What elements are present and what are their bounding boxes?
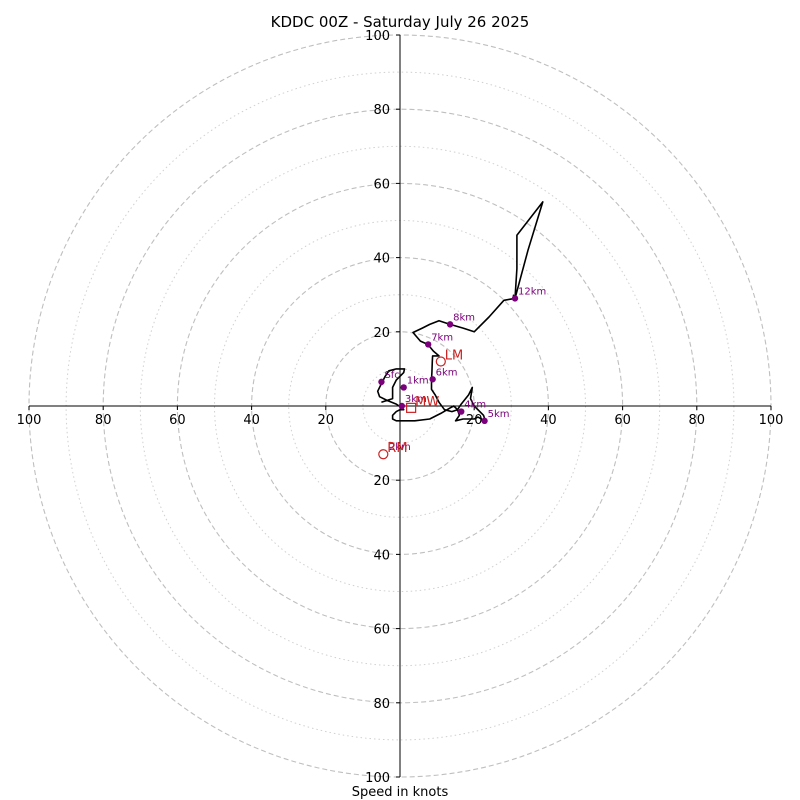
x-tick-label: 100 (759, 413, 784, 428)
height-point-5km (481, 417, 488, 425)
height-point-7km (424, 341, 432, 348)
height-point-3km (398, 402, 406, 410)
height-label-5km: 5km (488, 409, 510, 420)
height-label-1km: 1km (407, 375, 429, 386)
x-tick-label: 20 (466, 413, 483, 428)
y-tick-label: 80 (373, 103, 390, 118)
y-tick-label: 100 (365, 29, 390, 44)
x-axis-label: Speed in knots (352, 785, 449, 800)
storm-motion-markers: LM MW RM (378, 348, 463, 460)
y-tick-label: 60 (373, 623, 390, 638)
y-tick-label: 100 (365, 771, 390, 786)
chart-title: KDDC 00Z - Saturday July 26 2025 (271, 13, 530, 31)
y-tick-label: 40 (373, 548, 390, 563)
height-point-Sfc (378, 378, 385, 386)
height-label-2km: 2km (389, 442, 411, 453)
y-tick-label: 20 (373, 474, 390, 489)
y-tick-label: 80 (373, 697, 390, 712)
marker-LM (435, 356, 446, 367)
x-tick-label: 60 (169, 413, 186, 428)
height-label-4km: 4km (464, 400, 486, 411)
marker-label-LM: LM (445, 348, 463, 363)
marker-RM (378, 449, 389, 460)
height-point-6km (429, 376, 436, 383)
marker-MW (406, 402, 417, 413)
height-label-Sfc: Sfc (384, 370, 399, 381)
x-tick-label: 40 (243, 413, 260, 428)
marker-label-MW: MW (415, 395, 439, 410)
height-label-3km: 3km (405, 394, 427, 405)
x-tick-label: 40 (540, 413, 557, 428)
height-point-1km (400, 384, 407, 391)
y-tick-label: 40 (373, 252, 390, 267)
marker-label-RM: RM (387, 441, 407, 456)
height-point-8km (446, 321, 454, 328)
height-label-8km: 8km (453, 312, 475, 323)
height-point-12km (511, 295, 519, 302)
height-label-12km: 12km (518, 286, 546, 297)
x-tick-label: 80 (689, 413, 706, 428)
height-label-7km: 7km (431, 332, 453, 343)
y-tick-label: 20 (373, 326, 390, 341)
x-tick-label: 100 (17, 413, 42, 428)
height-point-4km (458, 408, 465, 415)
x-tick-label: 80 (95, 413, 112, 428)
y-tick-label: 60 (373, 177, 390, 192)
x-tick-label: 60 (614, 413, 631, 428)
height-label-6km: 6km (436, 367, 458, 378)
x-tick-label: 20 (318, 413, 335, 428)
